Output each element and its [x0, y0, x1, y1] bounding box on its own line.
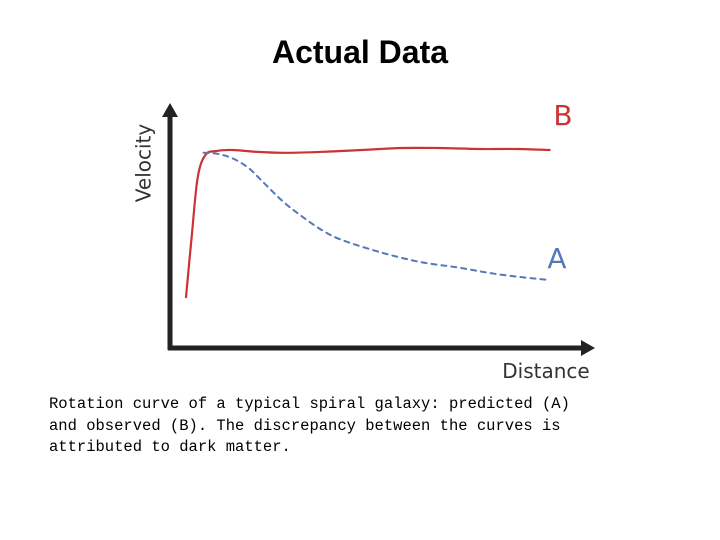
x-axis-arrowhead	[581, 340, 595, 356]
series-label-a: A	[547, 242, 566, 275]
series-label-b: B	[553, 99, 572, 132]
series-line-a	[202, 151, 551, 282]
figure-caption: Rotation curve of a typical spiral galax…	[49, 395, 570, 456]
series-layer	[184, 146, 551, 299]
y-axis-arrowhead	[162, 103, 178, 117]
series-line-b	[184, 146, 551, 299]
x-axis-label: Distance	[502, 359, 589, 383]
y-axis-label: Velocity	[132, 124, 156, 203]
label-layer: BA	[547, 99, 572, 275]
slide-title: Actual Data	[271, 34, 449, 70]
